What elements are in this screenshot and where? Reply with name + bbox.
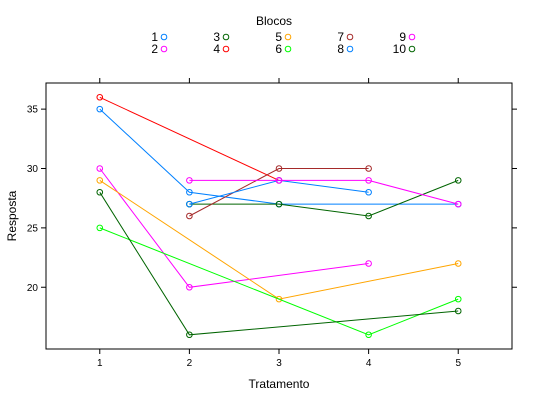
legend-label: 9 [399, 30, 406, 44]
series-6 [96, 224, 462, 339]
data-point [454, 200, 462, 208]
legend-label: 6 [275, 42, 282, 56]
legend-item: 6 [275, 42, 292, 56]
data-point [275, 200, 283, 208]
legend-item: 5 [275, 30, 292, 44]
series-3 [186, 177, 462, 220]
data-point [454, 295, 462, 303]
data-point [365, 177, 372, 184]
legend-item: 4 [213, 42, 230, 56]
data-point [365, 165, 372, 172]
series-line [99, 168, 369, 288]
series-2 [96, 165, 372, 291]
data-point [186, 177, 193, 184]
series-line [99, 227, 459, 336]
data-point [454, 177, 462, 184]
data-point [96, 177, 104, 184]
legend-item: 8 [337, 42, 354, 56]
legend-item: 9 [399, 30, 416, 44]
legend-label: 10 [393, 42, 407, 56]
axis-ticks: 1 2 3 4 5 20 25 30 35 [27, 78, 517, 369]
data-point [96, 93, 104, 101]
data-point [186, 188, 193, 196]
x-tick-label: 3 [276, 358, 282, 369]
y-tick-label: 25 [27, 223, 39, 234]
y-tick-label: 35 [27, 105, 39, 116]
series-9 [186, 177, 462, 208]
legend-item: 7 [337, 30, 354, 44]
data-point [365, 212, 372, 220]
data-point [186, 331, 193, 339]
series-line [99, 192, 459, 336]
series-line [99, 108, 459, 205]
data-point [275, 295, 283, 303]
data-point [275, 165, 283, 172]
legend-label: 4 [213, 42, 220, 56]
legend-item: 3 [213, 30, 230, 44]
x-axis-title: Tratamento [249, 377, 310, 391]
data-point [186, 212, 193, 220]
legend: 12 34 56 78 910 [151, 30, 416, 56]
data-point [96, 224, 104, 232]
data-point [454, 307, 462, 315]
series-layer [96, 93, 462, 339]
legend-marker [284, 33, 292, 41]
y-tick-label: 20 [27, 283, 39, 294]
series-10 [96, 188, 462, 339]
legend-item: 2 [151, 42, 168, 56]
x-tick-label: 5 [455, 358, 461, 369]
y-tick-label: 30 [27, 164, 39, 175]
legend-marker [160, 33, 168, 41]
legend-item: 10 [393, 42, 416, 56]
legend-label: 8 [337, 42, 344, 56]
x-tick-label: 2 [187, 358, 193, 369]
legend-item: 1 [151, 30, 168, 44]
x-tick-label: 1 [97, 358, 103, 369]
data-point [96, 105, 104, 113]
data-point [454, 260, 462, 267]
series-line [189, 179, 459, 205]
series-line [189, 179, 369, 205]
series-5 [96, 177, 462, 303]
data-point [186, 283, 193, 291]
x-tick-label: 4 [366, 358, 372, 369]
legend-marker [408, 33, 416, 41]
data-point [365, 331, 372, 339]
legend-label: 5 [275, 30, 282, 44]
legend-marker [160, 45, 168, 53]
data-point [365, 260, 372, 267]
series-line [189, 179, 459, 217]
plot-frame [45, 82, 513, 350]
series-line [189, 168, 369, 217]
legend-marker [346, 45, 354, 53]
data-point [365, 188, 372, 196]
legend-title: Blocos [256, 14, 292, 28]
legend-marker [408, 45, 416, 53]
data-point [96, 188, 104, 196]
series-4 [96, 93, 283, 184]
legend-label: 2 [151, 42, 158, 56]
legend-label: 1 [151, 30, 158, 44]
legend-marker [284, 45, 292, 53]
legend-label: 7 [337, 30, 344, 44]
series-7 [186, 165, 372, 220]
data-point [96, 165, 104, 172]
legend-marker [346, 33, 354, 41]
legend-label: 3 [213, 30, 220, 44]
legend-marker [222, 45, 230, 53]
legend-marker [222, 33, 230, 41]
y-axis-title: Resposta [5, 190, 19, 241]
series-line [99, 96, 280, 181]
data-point [275, 177, 283, 184]
data-point [186, 200, 193, 208]
